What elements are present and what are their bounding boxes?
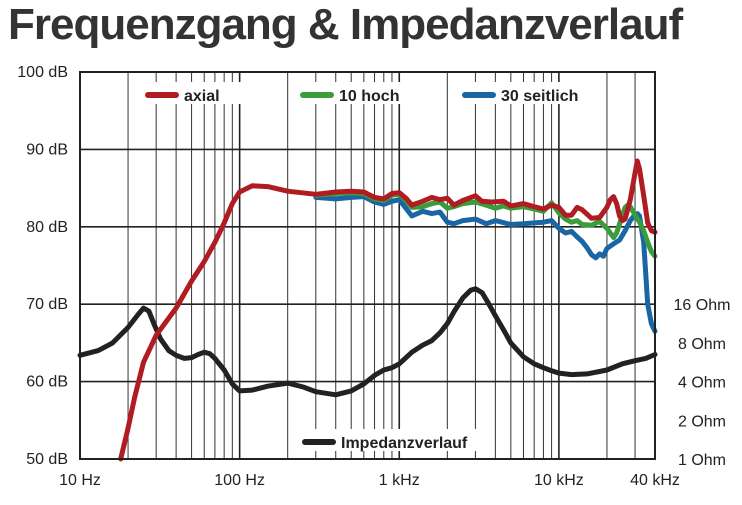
legend-bg [299,429,483,451]
y2-tick-label: 1 Ohm [678,452,726,469]
legend-bg [142,82,272,104]
legend: axial 10 hoch 30 seitlich Impedanzverlauf [142,82,589,452]
x-tick-label: 1 kHz [379,472,420,489]
legend-label: 10 hoch [339,88,399,105]
series-line-2 [313,194,658,334]
y2-tick-label: 16 Ohm [674,297,731,314]
series-layer [77,158,658,462]
x-tick-label: 10 kHz [534,472,584,489]
y2-tick-label: 8 Ohm [678,336,726,353]
y-tick-label: 90 dB [26,141,68,158]
y-tick-label: 70 dB [26,296,68,313]
y-tick-label: 100 dB [17,64,68,81]
legend-label: Impedanzverlauf [341,435,468,452]
legend-label: axial [184,88,220,105]
y-axis-labels: 100 dB 90 dB 80 dB 70 dB 60 dB 50 dB [17,64,68,468]
legend-label: 30 seitlich [501,88,578,105]
chart-title: Frequenzgang & Impedanzverlauf [8,0,683,49]
x-tick-label: 10 Hz [59,472,101,489]
y2-tick-label: 4 Ohm [678,375,726,392]
y2-axis-labels: 16 Ohm 8 Ohm 4 Ohm 2 Ohm 1 Ohm [674,297,731,469]
x-tick-label: 40 kHz [630,472,680,489]
x-axis-labels: 10 Hz 100 Hz 1 kHz 10 kHz 40 kHz [59,472,680,489]
y-tick-label: 60 dB [26,374,68,391]
series-line-0 [118,158,658,462]
y2-tick-label: 2 Ohm [678,413,726,430]
major-grid [79,71,655,460]
legend-bg [297,82,427,104]
y-tick-label: 50 dB [26,451,68,468]
series-line-3 [77,286,658,398]
y-tick-label: 80 dB [26,219,68,236]
legend-bg [459,82,589,104]
x-tick-label: 100 Hz [214,472,265,489]
plot-frame [79,71,656,460]
